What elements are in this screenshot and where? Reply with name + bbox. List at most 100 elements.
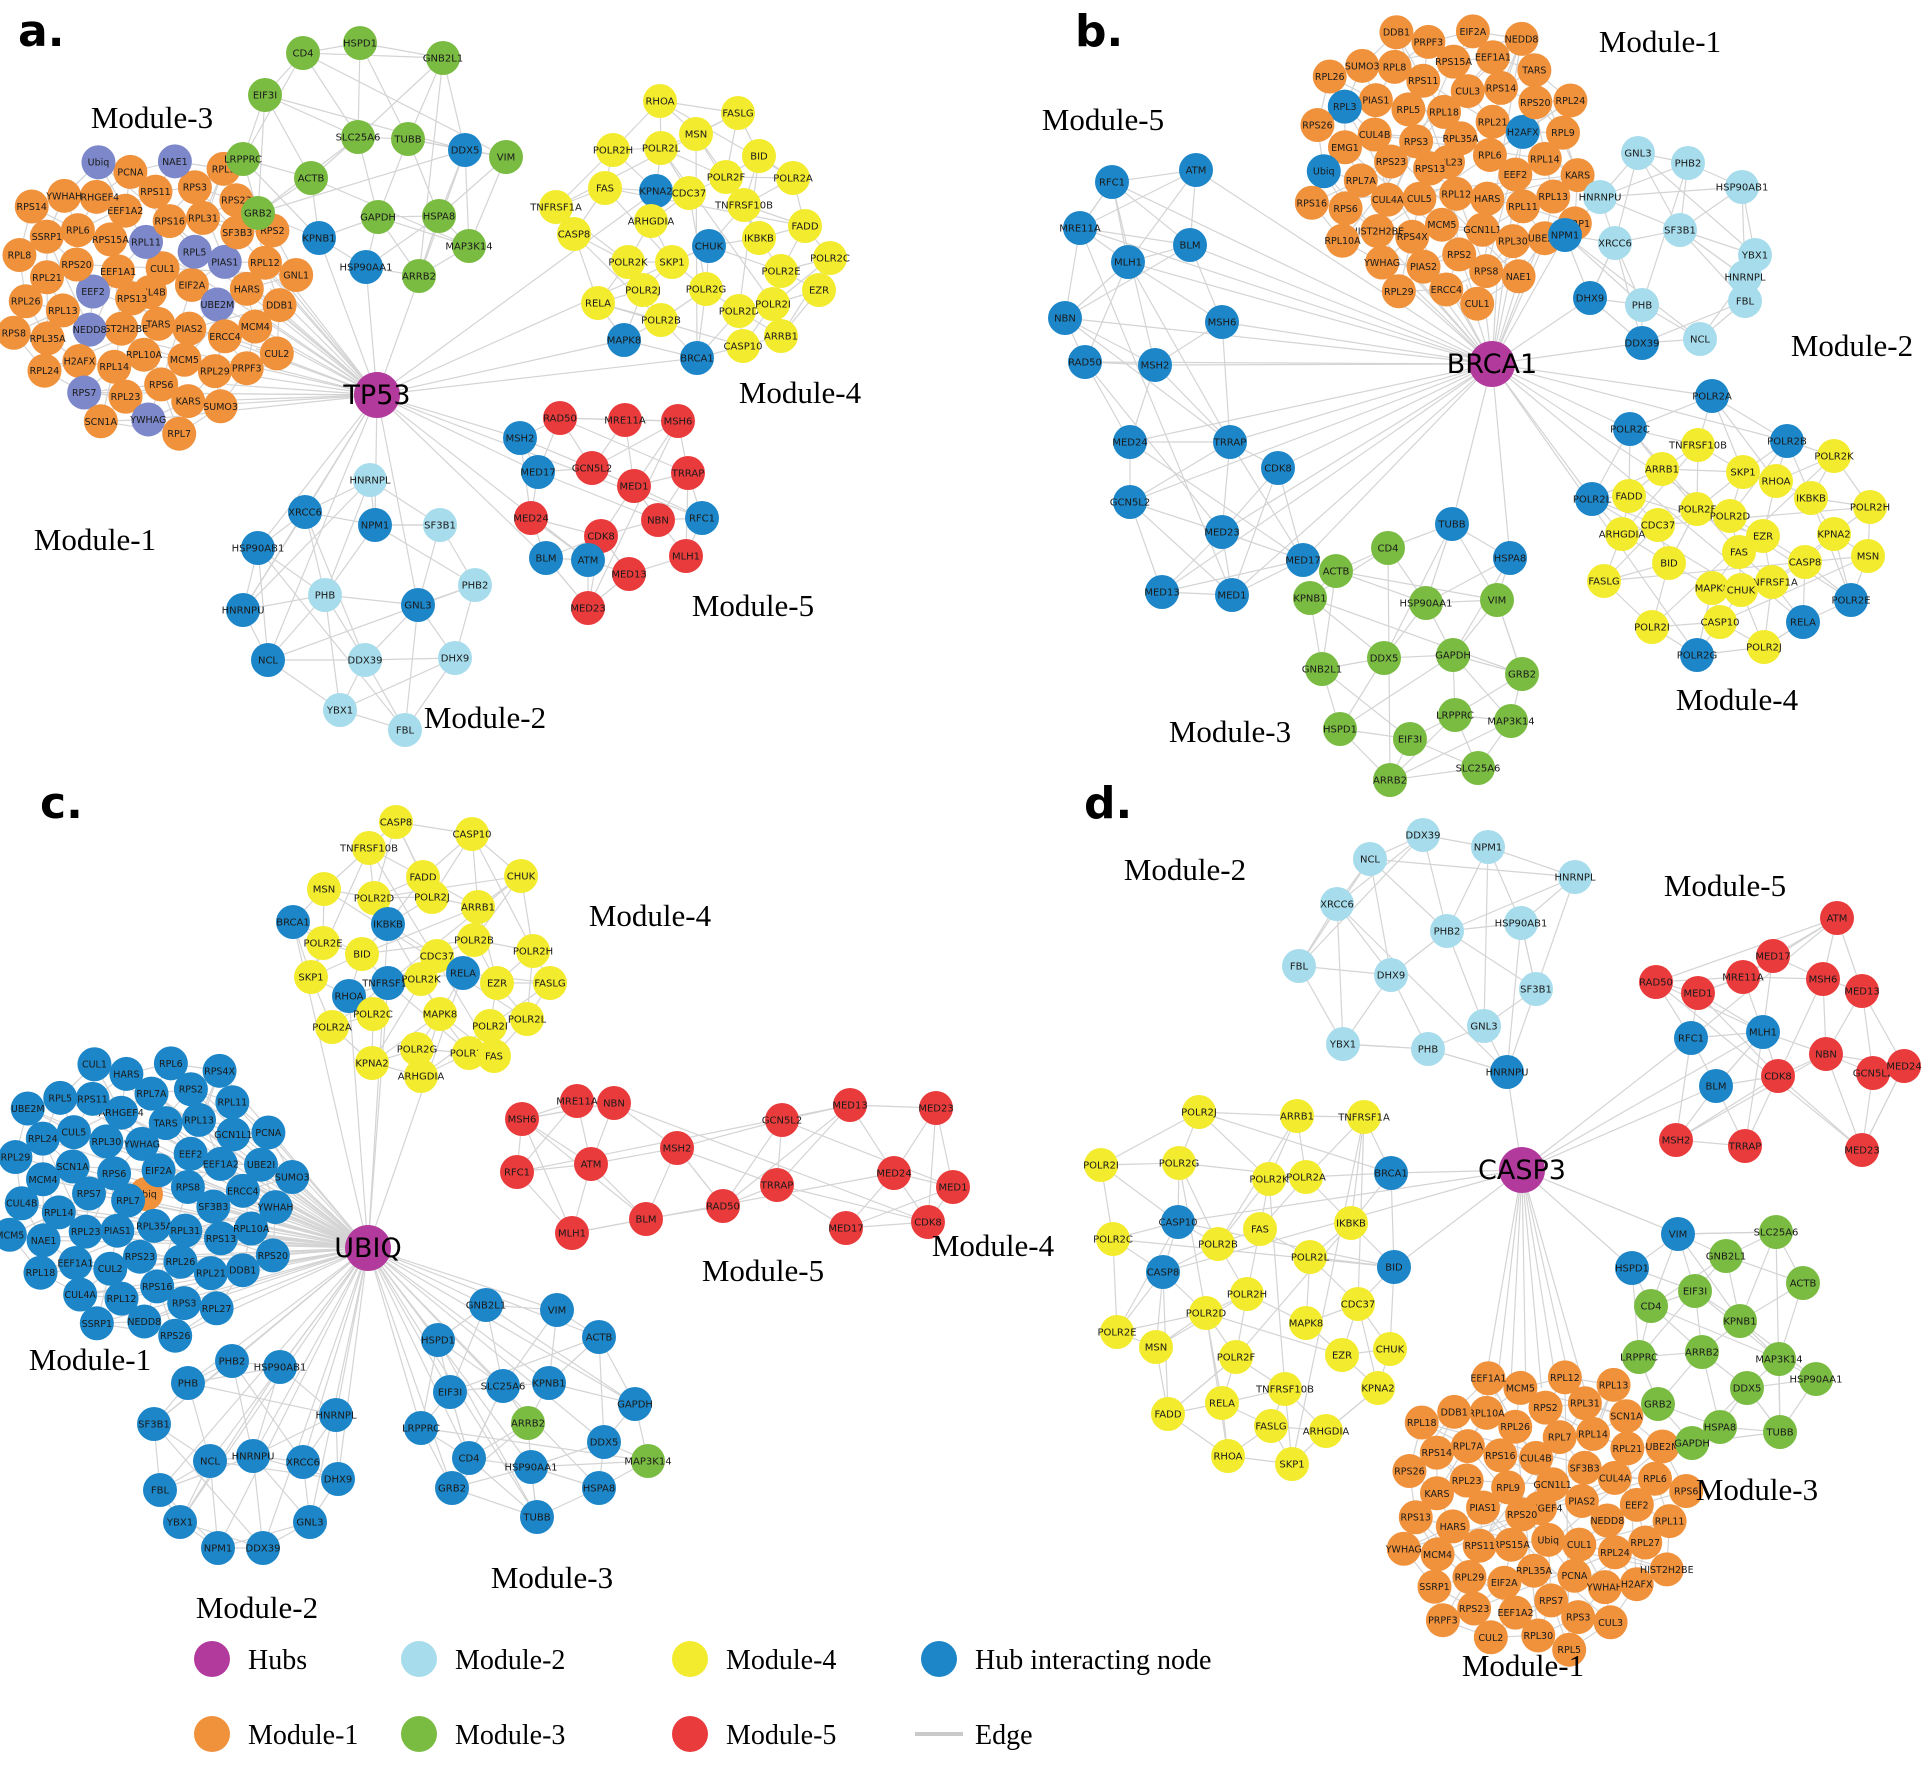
svg-text:CUL4B: CUL4B xyxy=(1520,1453,1551,1464)
svg-text:EIF3I: EIF3I xyxy=(438,1388,462,1399)
svg-text:MSH6: MSH6 xyxy=(508,1115,537,1126)
node-IKBKB: IKBKB xyxy=(1334,1206,1368,1240)
svg-text:RPL24: RPL24 xyxy=(1600,1548,1630,1559)
svg-text:CUL1: CUL1 xyxy=(1567,1540,1592,1551)
svg-text:RPL7A: RPL7A xyxy=(136,1089,167,1100)
module-label-Module-2-panel-c: Module-2 xyxy=(196,1590,318,1625)
node-CHUK: CHUK xyxy=(1724,573,1758,607)
node-RPS6: RPS6 xyxy=(144,367,179,402)
svg-text:POLR2B: POLR2B xyxy=(454,936,494,947)
node-POLR2C: POLR2C xyxy=(353,997,393,1031)
svg-text:RPS7: RPS7 xyxy=(77,1189,101,1200)
node-CUL4A: CUL4A xyxy=(63,1277,98,1312)
svg-text:RPS8: RPS8 xyxy=(1474,267,1498,278)
svg-text:KARS: KARS xyxy=(1424,1489,1449,1500)
svg-text:HSP90AB1: HSP90AB1 xyxy=(232,544,285,555)
node-EEF1A1: EEF1A1 xyxy=(1470,1361,1506,1396)
node-SF3B3: SF3B3 xyxy=(196,1189,231,1224)
module-label-Module-3-panel-d: Module-3 xyxy=(1696,1472,1818,1507)
node-KPNB1: KPNB1 xyxy=(1293,581,1327,615)
svg-text:RPS6: RPS6 xyxy=(1674,1487,1698,1498)
svg-text:MSH6: MSH6 xyxy=(664,417,693,428)
node-RPS11: RPS11 xyxy=(1462,1528,1497,1563)
svg-text:PIAS1: PIAS1 xyxy=(1469,1503,1496,1514)
node-MED13: MED13 xyxy=(1844,974,1880,1008)
svg-text:RPL12: RPL12 xyxy=(1550,1373,1580,1384)
svg-text:MED13: MED13 xyxy=(611,570,646,581)
node-DDX5: DDX5 xyxy=(587,1425,621,1459)
node-PRPF3: PRPF3 xyxy=(1425,1603,1460,1638)
node-POLR2L: POLR2L xyxy=(508,1002,547,1036)
node-RPL23: RPL23 xyxy=(108,379,143,414)
node-Ubiq: Ubiq xyxy=(1531,1522,1566,1557)
node-BLM: BLM xyxy=(1173,228,1207,262)
node-TUBB: TUBB xyxy=(1763,1415,1797,1449)
svg-text:HIST2H2BE: HIST2H2BE xyxy=(1640,1565,1694,1576)
node-RELA: RELA xyxy=(446,956,480,990)
node-XRCC6: XRCC6 xyxy=(288,495,322,529)
node-MCM5: MCM5 xyxy=(1503,1370,1538,1405)
svg-text:POLR2B: POLR2B xyxy=(1198,1240,1238,1251)
svg-text:POLR2H: POLR2H xyxy=(513,947,553,958)
svg-text:VIM: VIM xyxy=(1669,1230,1687,1241)
node-VIM: VIM xyxy=(540,1293,574,1327)
node-RPL12: RPL12 xyxy=(1547,1360,1582,1395)
svg-text:CASP10: CASP10 xyxy=(1701,618,1740,629)
svg-text:MED17: MED17 xyxy=(828,1224,863,1235)
node-NCL: NCL xyxy=(1683,322,1717,356)
svg-text:CUL4A: CUL4A xyxy=(1599,1473,1631,1484)
node-POLR2F: POLR2F xyxy=(707,160,746,194)
node-RPS7: RPS7 xyxy=(1534,1583,1569,1618)
svg-text:CASP8: CASP8 xyxy=(1147,1268,1180,1279)
svg-text:SKP1: SKP1 xyxy=(659,258,684,269)
node-POLR2D: POLR2D xyxy=(354,881,395,915)
svg-text:RPS2: RPS2 xyxy=(179,1085,203,1096)
svg-text:NPM1: NPM1 xyxy=(1474,843,1503,854)
node-VIM: VIM xyxy=(1661,1217,1695,1251)
legend-item-edge: Edge xyxy=(915,1720,1033,1751)
svg-text:POLR2C: POLR2C xyxy=(1610,425,1650,436)
node-RPL12: RPL12 xyxy=(104,1281,139,1316)
svg-text:DHX9: DHX9 xyxy=(1576,294,1604,305)
svg-text:RPL6: RPL6 xyxy=(159,1059,183,1070)
node-MAP3K14: MAP3K14 xyxy=(445,229,493,263)
svg-text:SSRP1: SSRP1 xyxy=(1419,1582,1449,1593)
node-RPS3: RPS3 xyxy=(177,170,212,205)
node-RPL6: RPL6 xyxy=(1637,1461,1672,1496)
svg-text:MED23: MED23 xyxy=(1204,528,1239,539)
svg-text:EEF1A1: EEF1A1 xyxy=(1475,53,1511,64)
svg-text:KPNB1: KPNB1 xyxy=(302,234,335,245)
svg-text:BID: BID xyxy=(750,152,768,163)
hi-swatch xyxy=(921,1641,957,1677)
node-RPL35A: RPL35A xyxy=(1516,1553,1553,1588)
module-label-Module-1-panel-c: Module-1 xyxy=(29,1342,151,1377)
node-TNFRSF1A: TNFRSF1A xyxy=(529,190,582,224)
svg-text:YWHAG: YWHAG xyxy=(1363,258,1400,269)
svg-text:RAD50: RAD50 xyxy=(543,414,577,425)
node-KPNA2: KPNA2 xyxy=(1817,517,1851,551)
node-SF3B3: SF3B3 xyxy=(1567,1450,1602,1485)
node-RPL14: RPL14 xyxy=(1527,141,1562,176)
node-RPS2: RPS2 xyxy=(1528,1390,1563,1425)
svg-text:RPL10A: RPL10A xyxy=(233,1224,270,1235)
svg-text:POLR2C: POLR2C xyxy=(810,254,850,265)
svg-text:MED1: MED1 xyxy=(938,1183,967,1194)
svg-text:H2AFX: H2AFX xyxy=(1507,127,1539,138)
svg-text:RPS4X: RPS4X xyxy=(1397,232,1428,243)
node-MRE11A: MRE11A xyxy=(604,403,646,437)
node-CASP8: CASP8 xyxy=(1788,545,1822,579)
node-RPS26: RPS26 xyxy=(1300,108,1335,143)
node-RPL13: RPL13 xyxy=(182,1102,217,1137)
node-RELA: RELA xyxy=(1786,605,1820,639)
node-ARRB1: ARRB1 xyxy=(1645,452,1679,486)
node-CUL5: CUL5 xyxy=(56,1115,91,1150)
svg-text:Ubiq: Ubiq xyxy=(1537,1535,1559,1546)
svg-text:HNRNPL: HNRNPL xyxy=(1724,273,1765,284)
svg-text:HSPA8: HSPA8 xyxy=(583,1484,615,1495)
svg-text:RPS20: RPS20 xyxy=(1520,98,1550,109)
svg-text:MAP3K14: MAP3K14 xyxy=(445,242,492,253)
svg-text:RPL21: RPL21 xyxy=(1478,117,1508,128)
node-ACTB: ACTB xyxy=(1786,1266,1820,1300)
